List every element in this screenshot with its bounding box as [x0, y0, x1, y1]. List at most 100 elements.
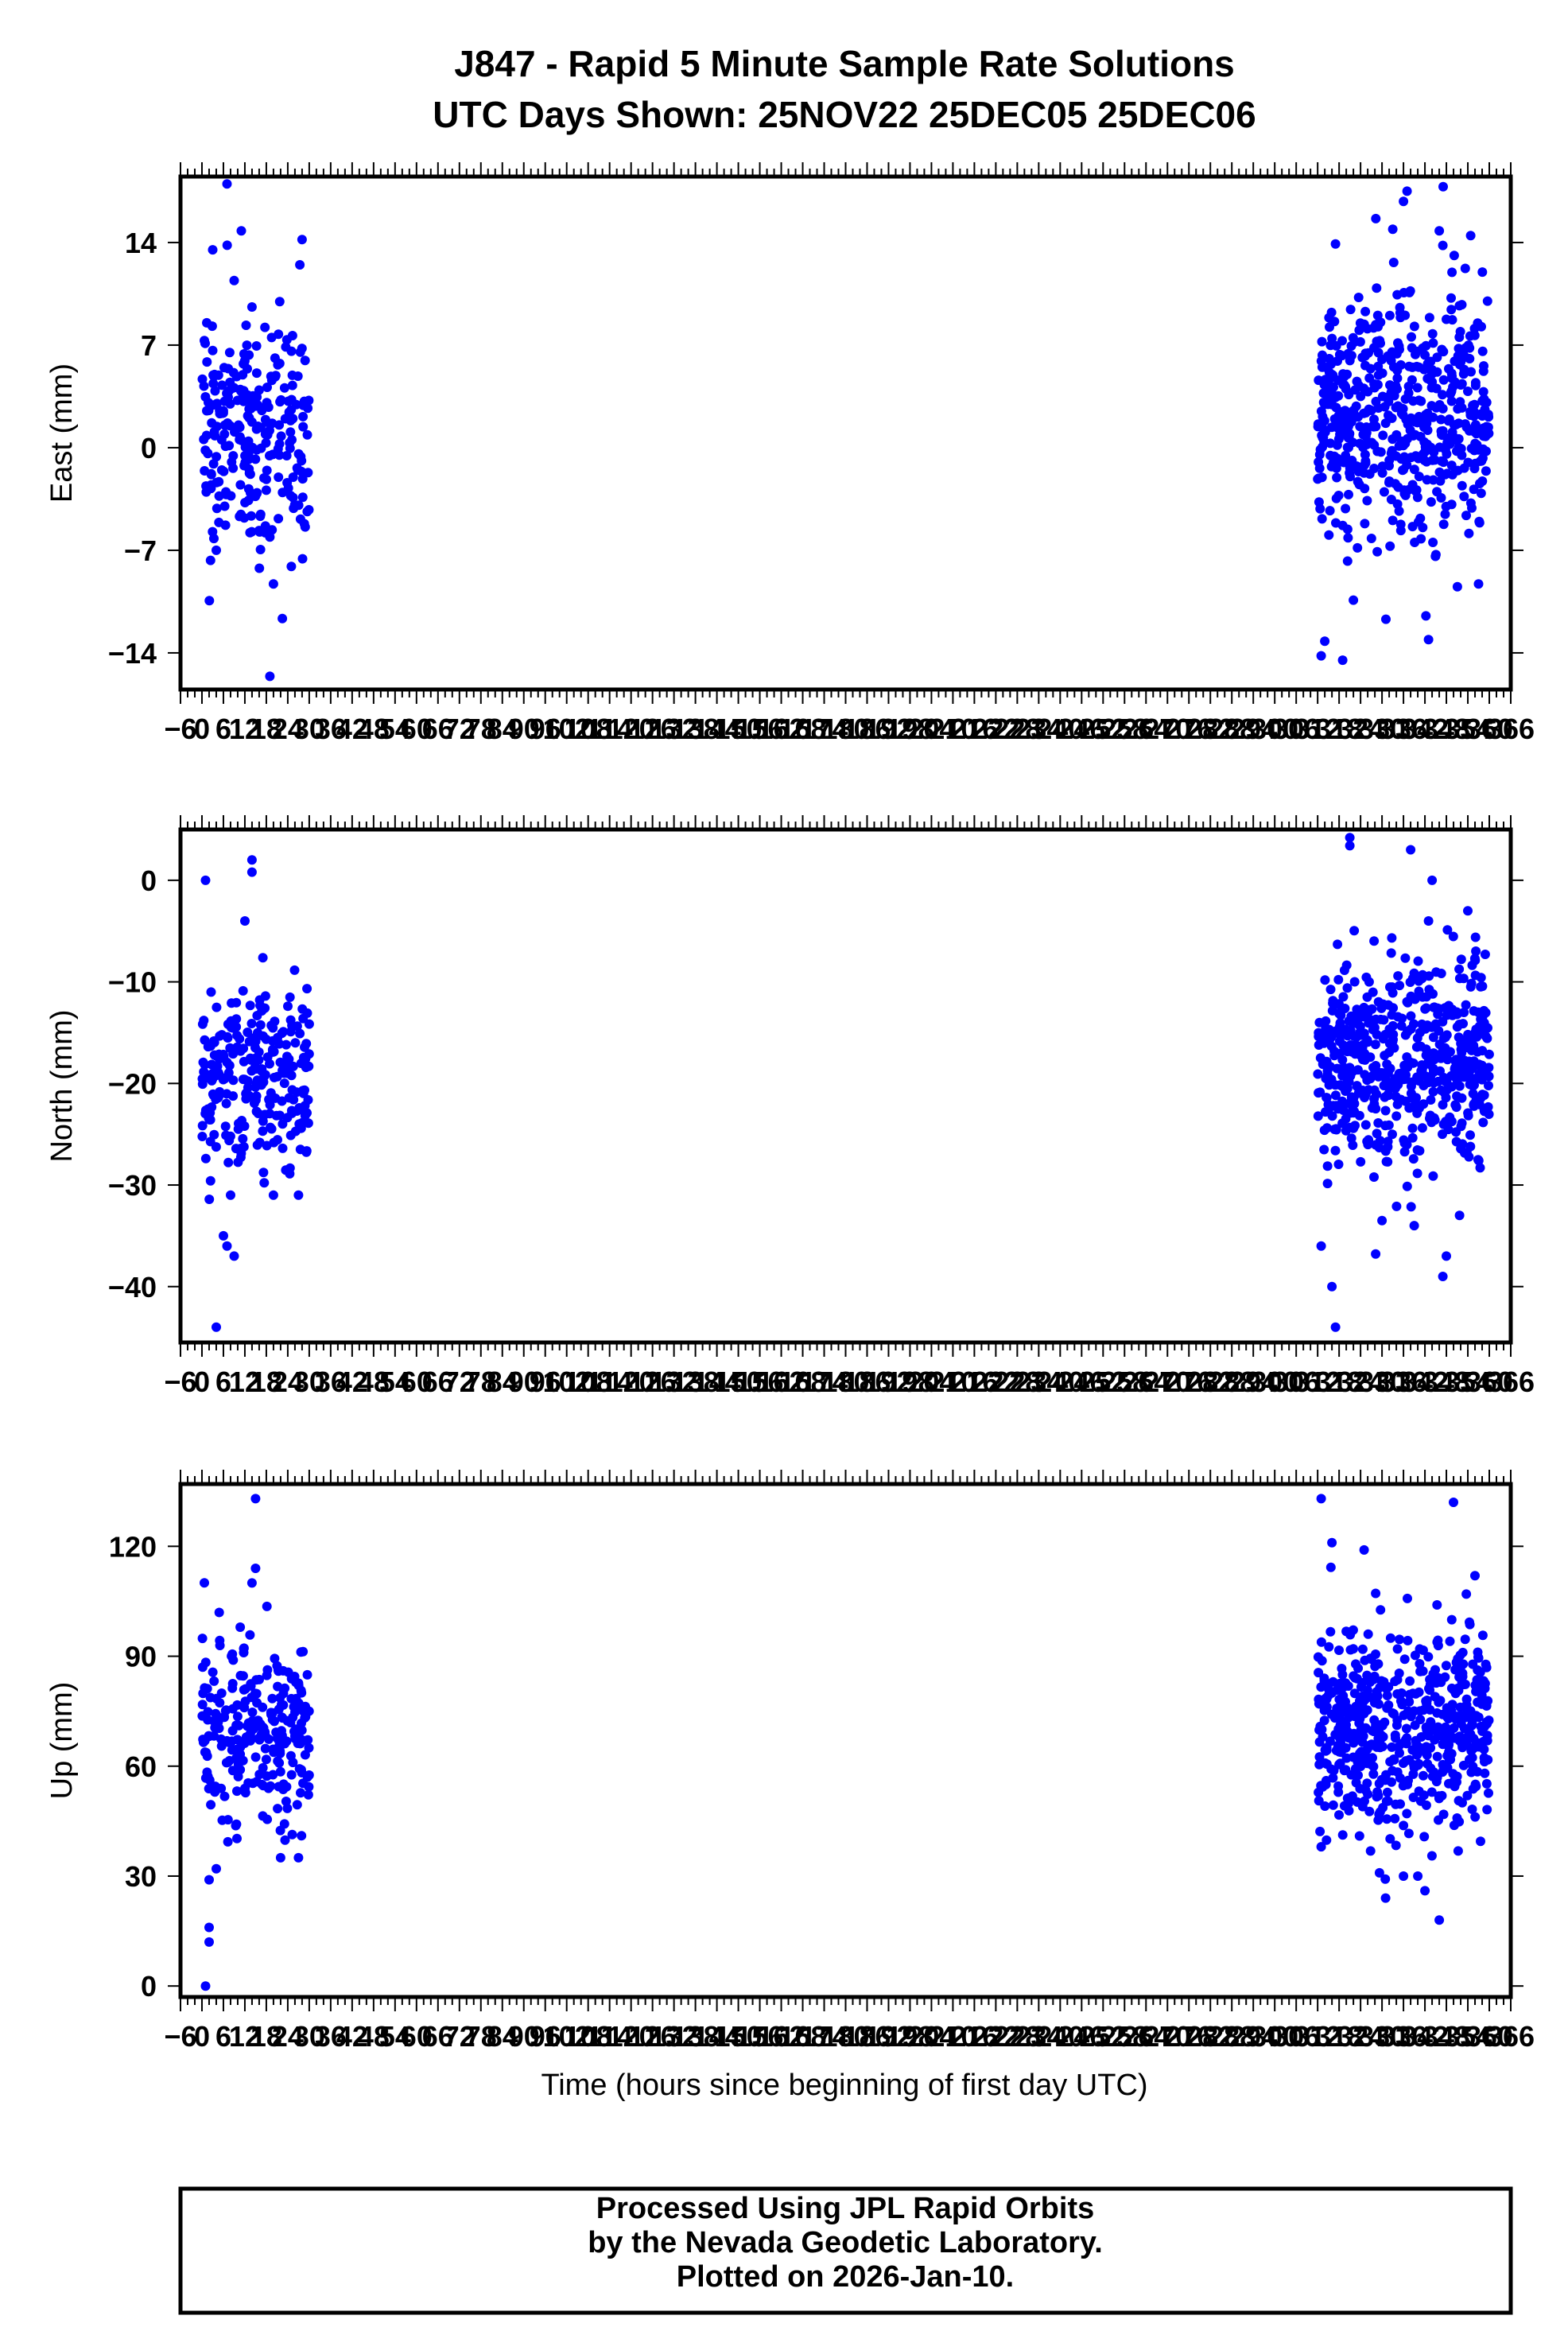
y-tick-label: −20: [108, 1067, 157, 1100]
x-tick-label: 12: [229, 713, 261, 745]
outlier-point: [200, 875, 211, 885]
data-point: [246, 1679, 256, 1689]
data-point: [1385, 1834, 1395, 1844]
x-tick-label: −6: [164, 1366, 196, 1398]
data-point: [1407, 973, 1418, 984]
data-point: [1361, 972, 1372, 982]
data-point: [239, 1648, 249, 1657]
data-point: [1318, 442, 1328, 452]
x-tick-label: 96: [530, 713, 561, 745]
data-point: [1461, 1589, 1472, 1599]
data-point: [1476, 488, 1486, 499]
data-point: [1387, 933, 1397, 943]
data-point: [240, 457, 250, 468]
data-point: [1426, 497, 1436, 507]
data-point: [1426, 356, 1436, 367]
data-point: [1421, 1003, 1431, 1013]
data-point: [1395, 344, 1404, 355]
data-point: [1432, 1708, 1442, 1718]
data-point: [260, 1743, 270, 1754]
data-point: [1412, 383, 1422, 393]
data-point: [1339, 1766, 1349, 1776]
data-point: [1315, 1826, 1325, 1836]
data-point: [298, 411, 309, 422]
data-point: [1458, 973, 1469, 984]
y-tick-label: 120: [109, 1530, 157, 1563]
data-point: [1349, 926, 1360, 936]
data-point: [1316, 1637, 1326, 1647]
data-point: [278, 1779, 289, 1789]
x-tick-label: 204: [907, 1366, 955, 1398]
data-point: [1412, 1168, 1422, 1179]
data-point: [280, 414, 290, 424]
data-point: [1408, 1058, 1419, 1068]
x-tick-label: 228: [993, 1366, 1041, 1398]
x-tick-label: 60: [401, 713, 433, 745]
x-tick-label: 30: [293, 2020, 325, 2053]
data-point: [1446, 305, 1457, 315]
data-point: [1468, 1762, 1478, 1772]
data-point: [1449, 251, 1459, 261]
data-point: [1482, 1805, 1492, 1815]
data-point: [208, 345, 218, 355]
data-point: [1399, 464, 1409, 475]
data-point: [299, 396, 309, 406]
data-point: [254, 1674, 264, 1684]
data-point: [277, 1028, 287, 1039]
data-point: [1465, 425, 1474, 436]
data-point: [300, 1110, 310, 1121]
x-tick-label: 84: [487, 1366, 518, 1398]
data-point: [1313, 474, 1323, 484]
data-point: [1325, 438, 1336, 449]
data-point: [1438, 1100, 1448, 1110]
data-point: [254, 995, 265, 1005]
data-point: [1383, 351, 1393, 361]
data-point: [286, 1105, 297, 1116]
data-point: [1438, 1759, 1448, 1770]
data-point: [1333, 1787, 1344, 1797]
data-point: [1477, 1090, 1488, 1100]
data-point: [1383, 392, 1393, 402]
y-tick-label: 7: [141, 329, 157, 362]
data-point: [1422, 1725, 1432, 1735]
data-point: [205, 1175, 215, 1186]
data-point: [284, 1093, 294, 1103]
data-point: [265, 1059, 274, 1069]
data-point: [303, 1735, 313, 1745]
data-point: [1426, 1718, 1436, 1728]
data-point: [262, 1140, 272, 1151]
data-point: [297, 466, 306, 476]
data-point: [267, 525, 278, 535]
data-point: [1461, 1000, 1471, 1010]
data-point: [1409, 1019, 1419, 1029]
y-tick-label: −10: [108, 966, 157, 999]
data-point: [1436, 493, 1446, 503]
data-point: [250, 1752, 261, 1762]
x-tick-label: 144: [693, 713, 741, 745]
data-point: [1337, 1731, 1348, 1742]
data-point: [258, 1116, 268, 1126]
data-point: [1314, 1088, 1324, 1098]
data-point: [298, 422, 309, 432]
y-tick-label: 0: [141, 864, 157, 897]
data-point: [1384, 1082, 1395, 1091]
data-point: [1332, 1063, 1342, 1074]
outlier-point: [229, 275, 239, 286]
data-point: [1463, 1108, 1473, 1118]
data-point: [1484, 1109, 1494, 1119]
data-point: [1473, 445, 1484, 455]
x-tick-label: 354: [1444, 713, 1492, 745]
x-tick-label: 24: [272, 1366, 304, 1398]
data-point: [240, 498, 250, 507]
data-point: [239, 349, 249, 359]
data-point: [228, 1091, 239, 1101]
data-point: [1438, 457, 1449, 468]
data-point: [1324, 530, 1334, 540]
data-point: [1387, 1777, 1396, 1787]
x-tick-label: 18: [250, 2020, 282, 2053]
data-point: [300, 355, 310, 366]
data-point: [1480, 950, 1490, 959]
data-point: [1355, 318, 1365, 328]
data-point: [1393, 971, 1403, 981]
data-point: [1322, 1093, 1332, 1103]
